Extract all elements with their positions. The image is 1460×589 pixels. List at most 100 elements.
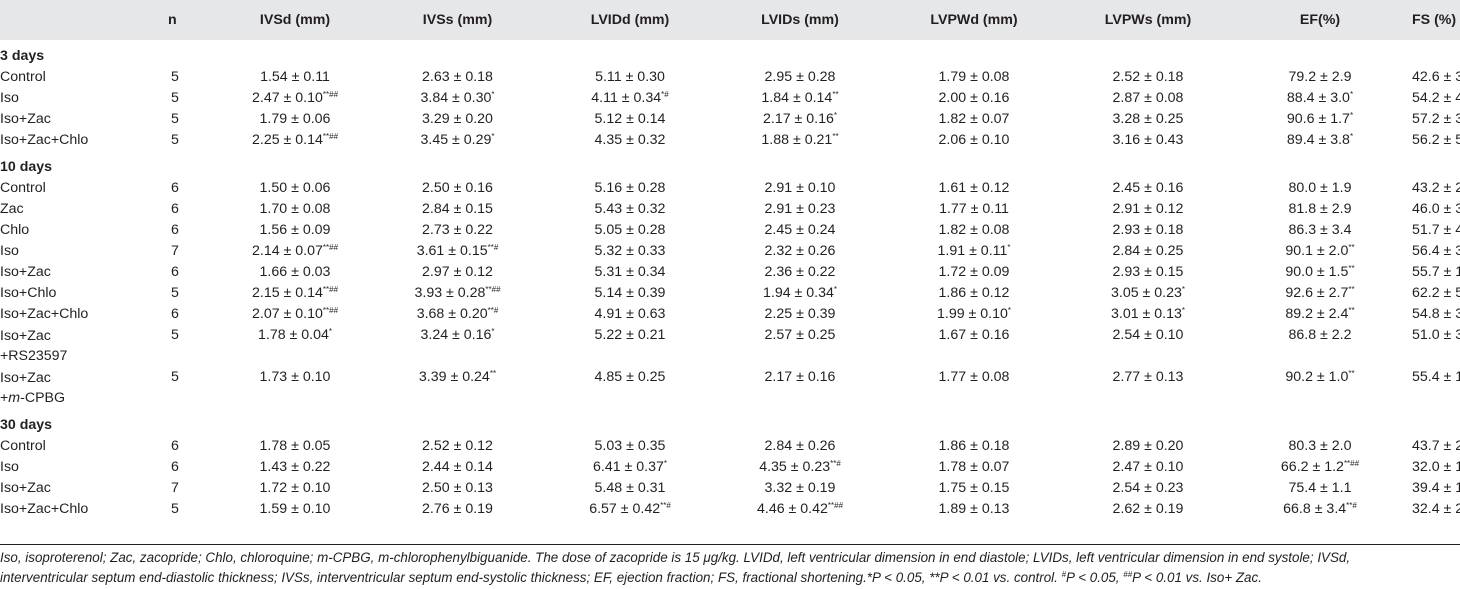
cell-value: 79.2 ± 2.9 bbox=[1288, 69, 1352, 85]
cell-value: 2.62 ± 0.19 bbox=[1112, 501, 1184, 517]
value-cell: 1.75 ± 0.15 bbox=[880, 478, 1068, 499]
value-cell: 90.2 ± 1.0** bbox=[1228, 367, 1412, 409]
cell-value: 5.48 ± 0.31 bbox=[594, 480, 666, 496]
cell-value: 89.2 ± 2.4 bbox=[1285, 306, 1349, 322]
value-cell: 1.84 ± 0.14** bbox=[720, 88, 880, 109]
row-label-line: Iso bbox=[0, 243, 19, 259]
value-cell: 5.12 ± 0.14 bbox=[540, 109, 720, 130]
value-cell: 1.99 ± 0.10* bbox=[880, 304, 1068, 325]
value-cell: 2.25 ± 0.39 bbox=[720, 304, 880, 325]
cell-value: 42.6 ± 3.3 bbox=[1412, 69, 1460, 85]
table-row: Iso+Chlo 5 2.15 ± 0.14**## 3.93 ± 0.28**## 5… bbox=[0, 283, 1460, 304]
footnote-line-1: Iso, isoproterenol; Zac, zacopride; Chlo… bbox=[0, 550, 1351, 565]
header-ivss: IVSs (mm) bbox=[375, 0, 540, 40]
cell-value: 1.77 ± 0.11 bbox=[939, 201, 1009, 217]
value-cell: 90.1 ± 2.0** bbox=[1228, 241, 1412, 262]
value-cell: 1.43 ± 0.22 bbox=[215, 457, 375, 478]
cell-value: 1.67 ± 0.16 bbox=[938, 327, 1010, 343]
cell-value: 1.59 ± 0.10 bbox=[259, 501, 331, 517]
value-cell: 1.59 ± 0.10 bbox=[215, 499, 375, 525]
value-cell: 3.24 ± 0.16* bbox=[375, 325, 540, 367]
significance-marker: ** bbox=[1348, 243, 1355, 252]
value-cell: 3.05 ± 0.23* bbox=[1068, 283, 1228, 304]
value-cell: 3.68 ± 0.20**# bbox=[375, 304, 540, 325]
cell-value: 5.16 ± 0.28 bbox=[594, 180, 666, 196]
value-cell: 2.54 ± 0.23 bbox=[1068, 478, 1228, 499]
cell-value: 1.82 ± 0.07 bbox=[938, 111, 1010, 127]
value-cell: 56.4 ± 3.1** bbox=[1412, 241, 1460, 262]
value-cell: 5.14 ± 0.39 bbox=[540, 283, 720, 304]
significance-marker: ** bbox=[1348, 264, 1355, 273]
cell-value: 2.14 ± 0.07 bbox=[251, 243, 323, 259]
value-cell: 46.0 ± 3.5 bbox=[1412, 199, 1460, 220]
n-value: 5 bbox=[171, 90, 179, 106]
cell-value: 1.84 ± 0.14 bbox=[761, 90, 833, 106]
cell-value: 3.45 ± 0.29 bbox=[420, 132, 492, 148]
header-lvidd: LVIDd (mm) bbox=[540, 0, 720, 40]
row-label-line: +RS23597 bbox=[0, 348, 68, 364]
cell-value: 2.73 ± 0.22 bbox=[422, 222, 493, 238]
cell-value: 3.61 ± 0.15 bbox=[416, 243, 488, 259]
value-cell: 6.41 ± 0.37* bbox=[540, 457, 720, 478]
significance-marker: ** bbox=[1348, 306, 1355, 315]
significance-marker: **## bbox=[485, 285, 501, 294]
row-label: Iso+Zac+Chlo bbox=[0, 304, 164, 325]
row-label: Iso+Zac +RS23597 bbox=[0, 325, 164, 367]
row-label-line: Iso+Zac bbox=[0, 328, 51, 344]
cell-value: 55.7 ± 12.6 bbox=[1412, 264, 1460, 280]
cell-value: 90.6 ± 1.7 bbox=[1286, 111, 1350, 127]
cell-value: 3.28 ± 0.25 bbox=[1112, 111, 1184, 127]
value-cell: 2.93 ± 0.18 bbox=[1068, 220, 1228, 241]
value-cell: 1.88 ± 0.21** bbox=[720, 130, 880, 151]
cell-value: 3.84 ± 0.30 bbox=[420, 90, 492, 106]
cell-value: 2.15 ± 0.14 bbox=[251, 285, 323, 301]
significance-marker: * bbox=[663, 459, 668, 468]
header-row: n IVSd (mm) IVSs (mm) LVIDd (mm) LVIDs (… bbox=[0, 0, 1460, 40]
significance-marker: **# bbox=[487, 306, 499, 315]
cell-value: 1.99 ± 0.10 bbox=[936, 306, 1008, 322]
significance-marker: * bbox=[1007, 306, 1012, 315]
value-cell: 2.97 ± 0.12 bbox=[375, 262, 540, 283]
cell-value: 43.2 ± 2.0 bbox=[1412, 180, 1460, 196]
row-label-line: Iso+Zac+Chlo bbox=[0, 501, 89, 517]
cell-value: 2.87 ± 0.08 bbox=[1112, 90, 1184, 106]
value-cell: 1.54 ± 0.11 bbox=[215, 67, 375, 88]
row-label-line: Zac bbox=[0, 201, 24, 217]
cell-value: 56.2 ± 5.1 bbox=[1412, 132, 1460, 148]
cell-value: 2.17 ± 0.16 bbox=[764, 369, 836, 385]
row-label: Control bbox=[0, 67, 164, 88]
value-cell: 1.77 ± 0.11 bbox=[880, 199, 1068, 220]
cell-value: 2.84 ± 0.15 bbox=[422, 201, 493, 217]
cell-value: 2.93 ± 0.18 bbox=[1112, 222, 1184, 238]
value-cell: 2.17 ± 0.16* bbox=[720, 109, 880, 130]
significance-marker: ** bbox=[1348, 369, 1355, 378]
value-cell: 2.45 ± 0.24 bbox=[720, 220, 880, 241]
cell-value: 3.93 ± 0.28 bbox=[414, 285, 486, 301]
value-cell: 2.06 ± 0.10 bbox=[880, 130, 1068, 151]
value-cell: 1.78 ± 0.07 bbox=[880, 457, 1068, 478]
value-cell: 1.77 ± 0.08 bbox=[880, 367, 1068, 409]
cell-value: 1.72 ± 0.10 bbox=[259, 480, 331, 496]
value-cell: 2.52 ± 0.12 bbox=[375, 436, 540, 457]
cell-value: 2.54 ± 0.23 bbox=[1112, 480, 1184, 496]
value-cell: 51.0 ± 3.1 bbox=[1412, 325, 1460, 367]
cell-value: 2.32 ± 0.26 bbox=[764, 243, 836, 259]
value-cell: 5.31 ± 0.34 bbox=[540, 262, 720, 283]
cell-value: 3.29 ± 0.20 bbox=[422, 111, 493, 127]
cell-value: 1.86 ± 0.18 bbox=[938, 438, 1010, 454]
value-cell: 2.36 ± 0.22 bbox=[720, 262, 880, 283]
header-lvpwd: LVPWd (mm) bbox=[880, 0, 1068, 40]
value-cell: 1.72 ± 0.10 bbox=[215, 478, 375, 499]
significance-marker: **# bbox=[487, 243, 499, 252]
cell-value: 57.2 ± 3.3 bbox=[1412, 111, 1460, 127]
cell-value: 1.70 ± 0.08 bbox=[259, 201, 331, 217]
value-cell: 1.86 ± 0.18 bbox=[880, 436, 1068, 457]
cell-value: 3.39 ± 0.24 bbox=[418, 369, 490, 385]
value-cell: 2.84 ± 0.25 bbox=[1068, 241, 1228, 262]
cell-value: 2.84 ± 0.25 bbox=[1112, 243, 1184, 259]
n-value: 7 bbox=[171, 243, 179, 259]
value-cell: 2.63 ± 0.18 bbox=[375, 67, 540, 88]
value-cell: 42.6 ± 3.3 bbox=[1412, 67, 1460, 88]
cell-value: 1.72 ± 0.09 bbox=[938, 264, 1010, 280]
n-value: 5 bbox=[171, 132, 179, 148]
